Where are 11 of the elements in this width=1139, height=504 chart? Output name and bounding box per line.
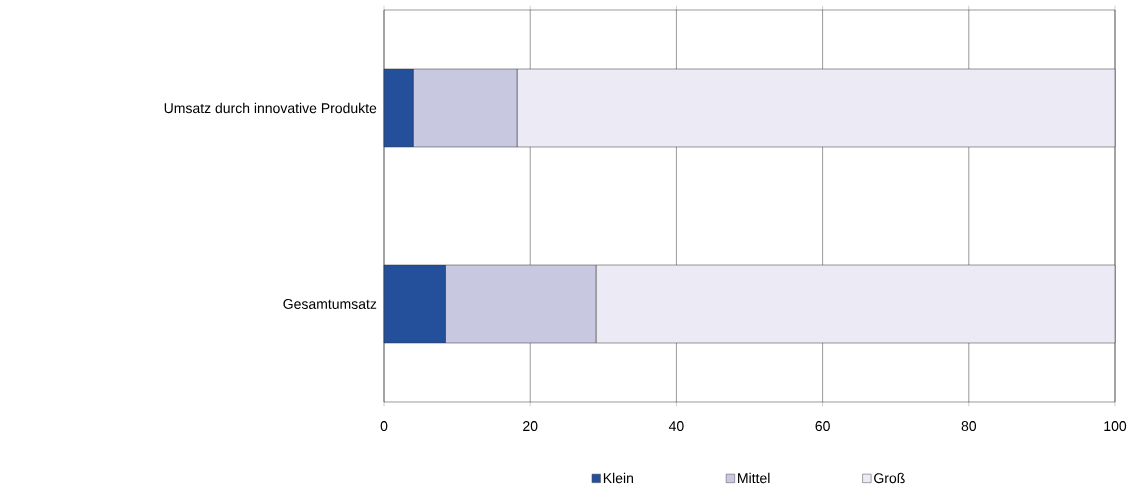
x-tick-label: 60 (815, 421, 830, 432)
x-tick-label: 0 (380, 421, 388, 432)
legend-label: Klein (603, 472, 633, 484)
y-tick-label: Gesamtumsatz (283, 299, 377, 309)
x-tick-label: 20 (523, 421, 538, 432)
legend-label: Groß (874, 472, 905, 484)
x-tick-label: 80 (961, 421, 977, 432)
x-tick-label: 100 (1104, 421, 1127, 432)
y-tick-label: Umsatz durch innovative Produkte (164, 102, 377, 114)
legend-label: Mittel (738, 472, 770, 484)
x-tick-label: 40 (668, 421, 684, 432)
